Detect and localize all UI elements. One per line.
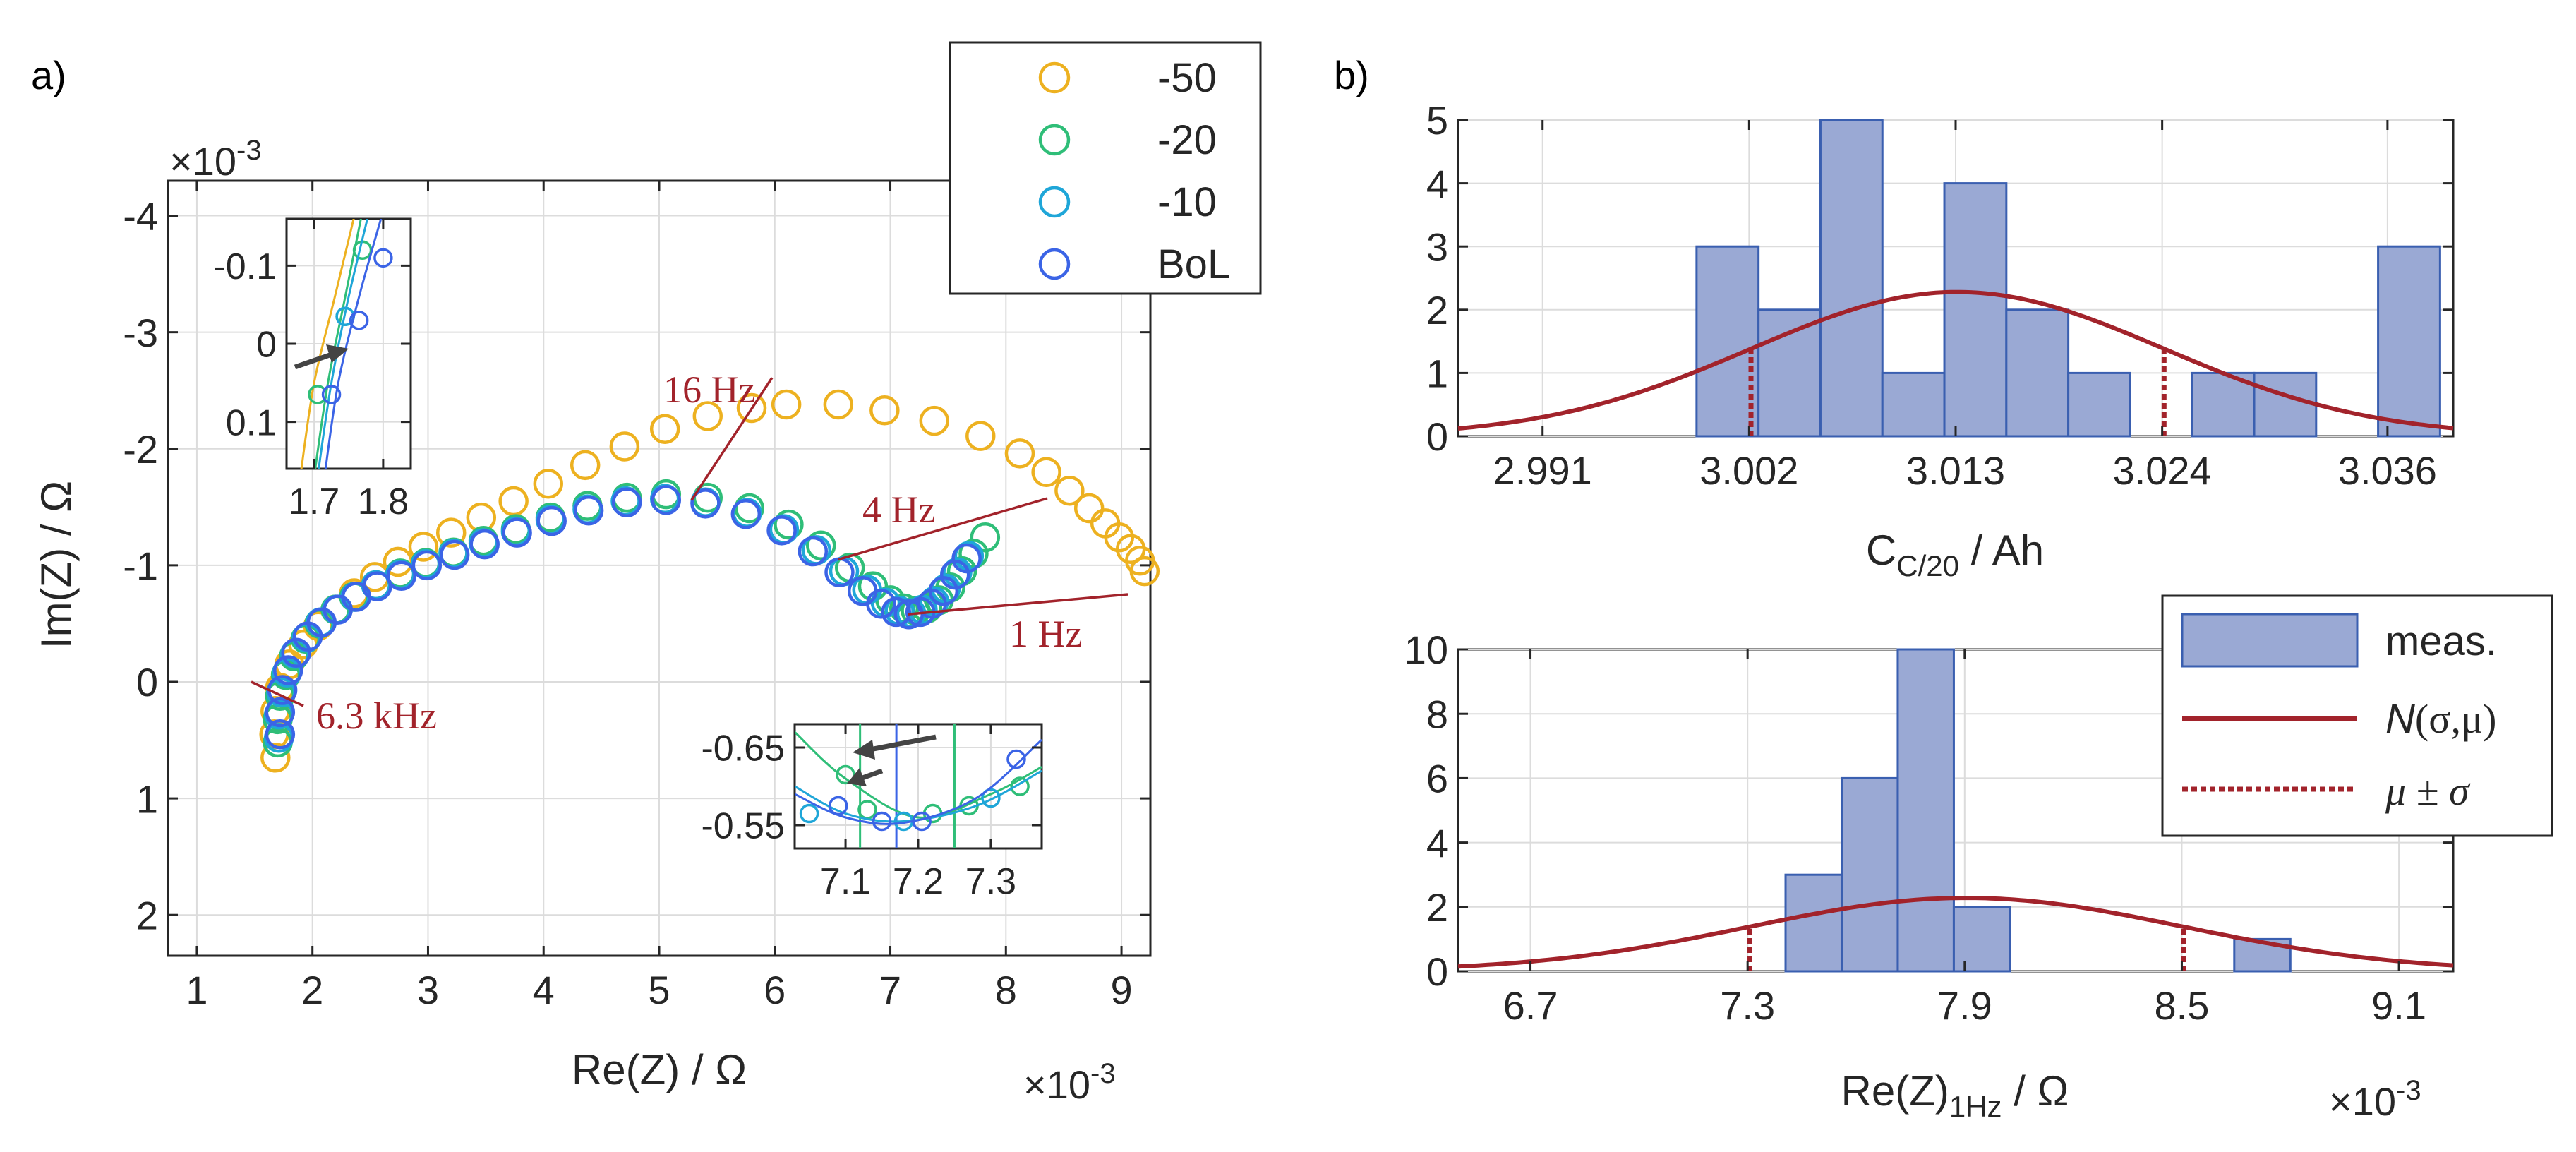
y-tick-label: -3: [123, 311, 158, 355]
legend-meas-swatch: [2182, 614, 2357, 666]
histogram-bar: [1841, 778, 1897, 971]
x-tick-label: 3.002: [1699, 448, 1798, 493]
capacity-xlabel: CC/20 / Ah: [1866, 527, 2044, 582]
panel-a-label: a): [31, 53, 66, 97]
x-tick-label: 3.036: [2338, 448, 2437, 493]
legend-label--20: -20: [1157, 117, 1217, 163]
x-tick-label: 8: [995, 968, 1017, 1012]
x-tick-label: 4: [533, 968, 555, 1012]
x-tick-label: 7: [879, 968, 901, 1012]
y-tick-label: 2: [1426, 885, 1448, 930]
nyquist-xlabel: Re(Z) / Ω: [572, 1046, 747, 1093]
re1hz-xlabel: Re(Z)1Hz / Ω: [1841, 1067, 2069, 1123]
y-tick-label: -0.65: [701, 728, 785, 769]
x-tick-label: 7.3: [965, 861, 1016, 902]
annotation-label: 6.3 kHz: [316, 695, 437, 737]
histogram-bar: [1820, 120, 1882, 436]
annotation-label: 16 Hz: [663, 368, 755, 411]
x-tick-label: 1: [186, 968, 207, 1012]
x-tick-label: 9: [1110, 968, 1132, 1012]
y-tick-label: 1: [136, 776, 158, 821]
legend-label--10: -10: [1157, 179, 1217, 225]
nyquist-ylabel: Im(Z) / Ω: [32, 481, 80, 649]
y-tick-label: 0: [136, 660, 158, 704]
x-tick-label: 8.5: [2155, 983, 2210, 1028]
x-tick-label: 3.024: [2113, 448, 2212, 493]
x-tick-label: 3.013: [1906, 448, 2005, 493]
x-tick-label: 1.7: [289, 481, 339, 522]
y-tick-label: 8: [1426, 692, 1448, 736]
histogram-bar: [2006, 310, 2069, 436]
x-tick-label: 9.1: [2371, 983, 2426, 1028]
legend-mu-sigma-label: μ ± σ: [2385, 768, 2471, 814]
x-tick-label: 7.2: [893, 861, 944, 902]
y-tick-label: 0: [1426, 414, 1448, 459]
x-tick-label: 1.8: [358, 481, 409, 522]
y-tick-label: -2: [123, 427, 158, 472]
panel-b-label: b): [1334, 53, 1369, 97]
histogram-bar: [2254, 373, 2316, 436]
x-tick-label: 6.7: [1503, 983, 1558, 1028]
histogram-bar: [1944, 184, 2006, 436]
x-tick-label: 2: [301, 968, 323, 1012]
figure: a) 1 2 3 4 5 6 7 8 9-4-3-2-1012 16 Hz4 Hz1 Hz6.3…: [0, 0, 2576, 1152]
y-tick-label: 6: [1426, 757, 1448, 801]
y-tick-label: 2: [1426, 288, 1448, 332]
y-tick-label: -4: [123, 194, 158, 239]
x-tick-label: 7.1: [820, 861, 871, 902]
y-tick-label: 0.1: [226, 402, 277, 443]
annotation-label: 4 Hz: [862, 488, 935, 531]
legend-normal-label: N(σ,μ): [2385, 696, 2496, 742]
histogram-bar: [2378, 246, 2440, 436]
histogram-bar: [1954, 907, 2009, 971]
histogram-bar: [2069, 373, 2131, 436]
capacity-histogram: 2.991 3.002 3.013 3.024 3.036 0 1 2 3 4 5: [1426, 98, 2453, 493]
legend-meas-label: meas.: [2385, 618, 2497, 664]
legend-label--50: -50: [1157, 55, 1217, 101]
y-tick-label: 0: [1426, 949, 1448, 994]
y-tick-label: -1: [123, 544, 158, 588]
x-tick-label: 5: [648, 968, 670, 1012]
y-scale-multiplier: ×10-3: [169, 135, 262, 184]
y-tick-label: 0: [256, 325, 277, 366]
y-tick-label: -0.55: [701, 806, 785, 847]
x-tick-label: 2.991: [1493, 448, 1592, 493]
legend-label-BoL: BoL: [1157, 241, 1230, 287]
x-tick-label: 6: [764, 968, 786, 1012]
x-tick-label: 7.9: [1937, 983, 1992, 1028]
x-tick-label: 3: [417, 968, 439, 1012]
y-tick-label: 5: [1426, 98, 1448, 143]
x-scale-multiplier: ×10-3: [1023, 1058, 1116, 1107]
y-tick-label: -0.1: [213, 246, 277, 287]
y-tick-label: 1: [1426, 352, 1448, 396]
annotation-label: 1 Hz: [1009, 613, 1082, 655]
y-tick-label: 4: [1426, 162, 1448, 206]
nyquist-legend: -50 -20 -10 BoL: [950, 42, 1260, 294]
y-tick-label: 3: [1426, 224, 1448, 269]
x-tick-label: 7.3: [1720, 983, 1775, 1028]
y-tick-label: 4: [1426, 821, 1448, 865]
histogram-bar: [1898, 649, 1954, 971]
y-tick-label: 10: [1404, 628, 1448, 672]
re1hz-x-scale-multiplier: ×10-3: [2329, 1075, 2421, 1124]
y-tick-label: 2: [136, 893, 158, 937]
histogram-bar: [1759, 310, 1821, 436]
histogram-legend: meas. N(σ,μ) μ ± σ: [2162, 596, 2552, 836]
histogram-bar: [1882, 373, 1944, 436]
histogram-bar: [1786, 875, 1841, 971]
